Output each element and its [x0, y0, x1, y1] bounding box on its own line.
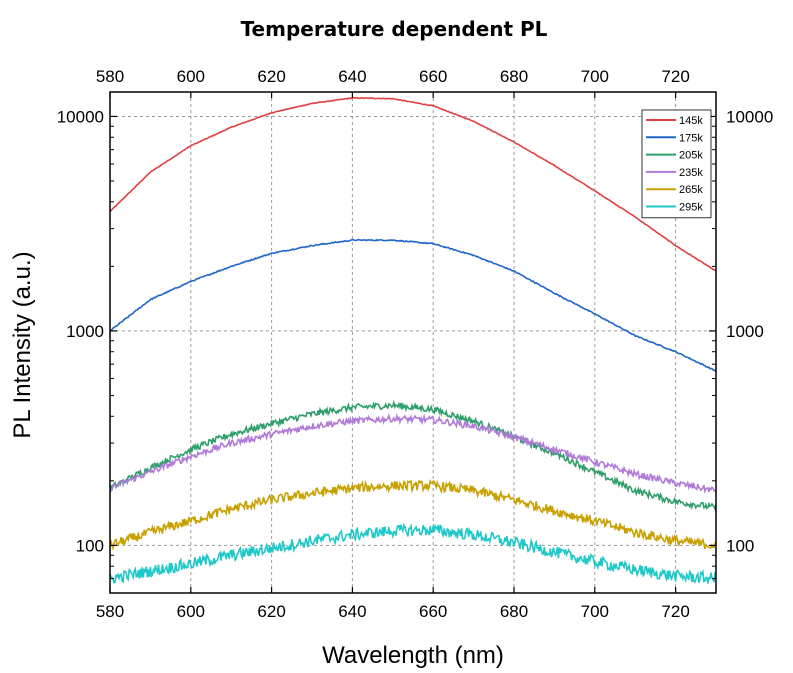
axis-ticks: 580 580 600 600 620 620 640 640 660 660 680 680 700 7…: [57, 67, 774, 621]
legend-label-235k: 235k: [679, 167, 703, 179]
legend-label-265k: 265k: [679, 184, 703, 196]
x-tick-label-top: 720: [661, 67, 689, 86]
series-line-205k: [109, 399, 717, 512]
series-line-145k: [109, 96, 717, 272]
x-tick-label-top: 700: [581, 67, 609, 86]
legend-label-295k: 295k: [679, 202, 703, 214]
x-tick-label-bottom: 700: [581, 602, 609, 621]
y-tick-label-right: 1000: [726, 322, 764, 341]
y-tick-label-right: 10000: [726, 107, 773, 126]
series-line-295k: [109, 522, 717, 584]
y-tick-label-left: 1000: [66, 322, 104, 341]
series-line-235k: [109, 412, 717, 494]
legend-label-175k: 175k: [679, 132, 703, 144]
grid-lines: [110, 92, 716, 593]
x-axis-title: Wavelength (nm): [322, 642, 504, 669]
series-line-265k: [109, 478, 717, 551]
x-tick-label-top: 680: [500, 67, 528, 86]
x-tick-label-bottom: 580: [96, 602, 124, 621]
plot-frame: [109, 91, 717, 594]
series-line-175k: [109, 238, 717, 373]
x-tick-label-top: 660: [419, 67, 447, 86]
y-axis-title: PL Intensity (a.u.): [9, 251, 36, 438]
legend-label-205k: 205k: [679, 150, 703, 162]
legend: 145k 175k 205k 235k 265k 295k: [641, 109, 712, 219]
legend-label-145k: 145k: [679, 115, 703, 127]
x-tick-label-bottom: 680: [500, 602, 528, 621]
x-tick-label-top: 580: [96, 67, 124, 86]
x-tick-label-bottom: 620: [257, 602, 285, 621]
chart-title: Temperature dependent PL: [241, 17, 548, 41]
legend-box: [641, 109, 712, 219]
x-tick-label-bottom: 640: [338, 602, 366, 621]
x-tick-label-bottom: 660: [419, 602, 447, 621]
x-tick-label-bottom: 600: [177, 602, 205, 621]
y-tick-label-left: 10000: [57, 107, 104, 126]
x-tick-label-top: 600: [177, 67, 205, 86]
x-tick-label-bottom: 720: [661, 602, 689, 621]
y-tick-label-right: 100: [726, 536, 754, 555]
series-lines: [109, 96, 717, 584]
x-tick-label-top: 620: [257, 67, 285, 86]
x-tick-label-top: 640: [338, 67, 366, 86]
y-tick-label-left: 100: [76, 536, 104, 555]
